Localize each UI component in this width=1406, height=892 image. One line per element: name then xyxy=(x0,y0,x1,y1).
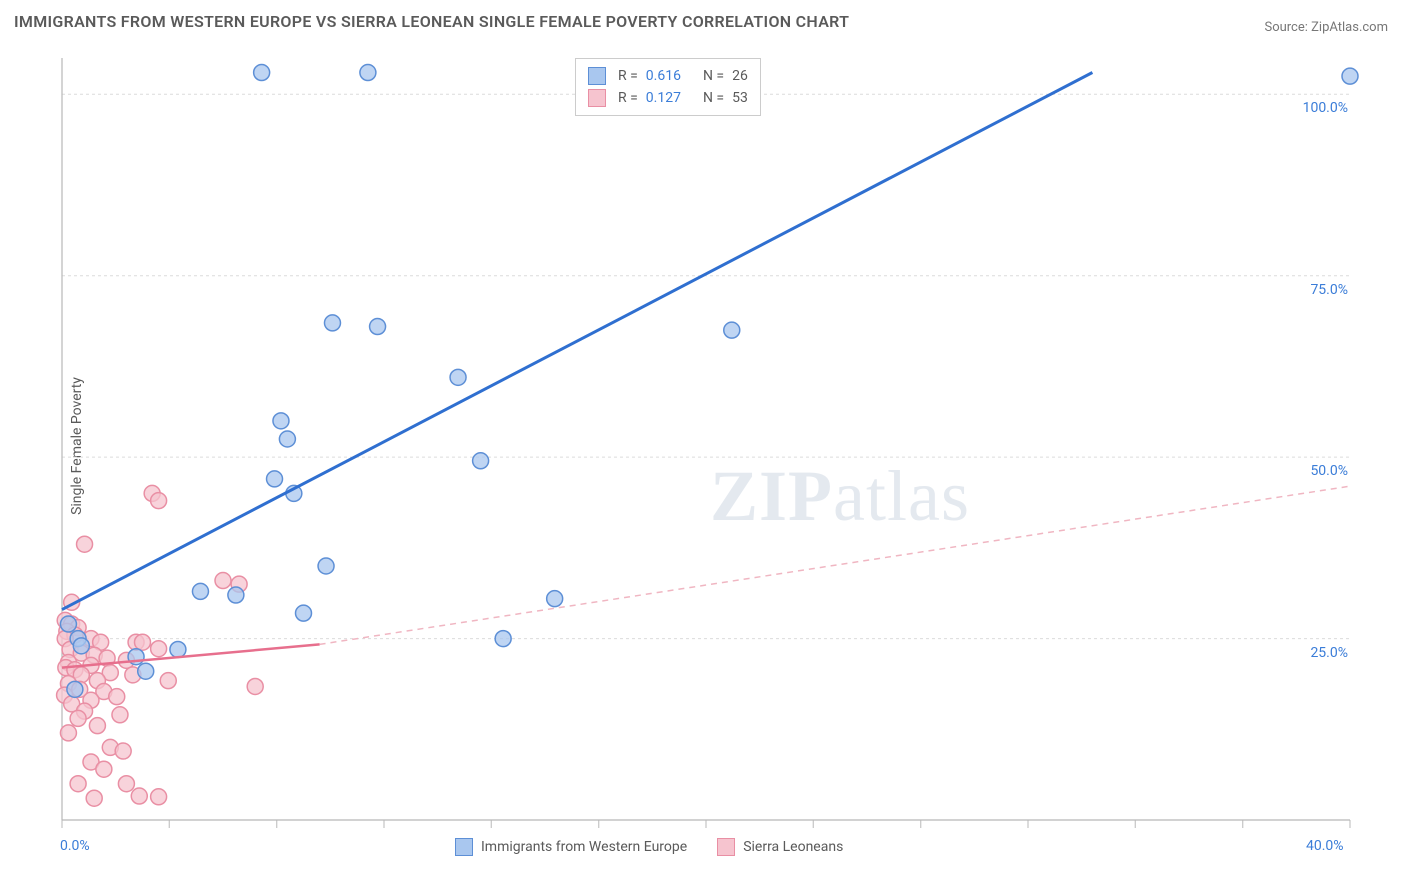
y-tick-label: 75.0% xyxy=(1288,282,1348,298)
legend-n-value: 53 xyxy=(732,87,748,109)
scatter-plot xyxy=(50,50,1360,830)
y-tick-label: 25.0% xyxy=(1288,645,1348,661)
x-tick-label: 40.0% xyxy=(1306,838,1344,854)
legend-stats-row: R = 0.127 N = 53 xyxy=(588,87,748,109)
y-tick-label: 50.0% xyxy=(1288,463,1348,479)
legend-r-value: 0.616 xyxy=(646,65,681,87)
legend-swatch xyxy=(588,67,606,85)
legend-n-label: N = xyxy=(703,65,724,87)
y-tick-label: 100.0% xyxy=(1288,100,1348,116)
chart-area xyxy=(50,50,1360,830)
legend-series: Immigrants from Western Europe Sierra Leo… xyxy=(455,838,843,856)
legend-swatch xyxy=(588,89,606,107)
x-tick-label: 0.0% xyxy=(60,838,90,854)
legend-r-label: R = xyxy=(618,65,638,87)
chart-title: IMMIGRANTS FROM WESTERN EUROPE VS SIERRA… xyxy=(14,12,849,31)
source-attribution: Source: ZipAtlas.com xyxy=(1264,20,1388,35)
legend-stats-row: R = 0.616 N = 26 xyxy=(588,65,748,87)
legend-n-value: 26 xyxy=(732,65,748,87)
legend-r-value: 0.127 xyxy=(646,87,681,109)
legend-swatch xyxy=(717,838,735,856)
legend-r-label: R = xyxy=(618,87,638,109)
legend-swatch xyxy=(455,838,473,856)
legend-series-item: Sierra Leoneans xyxy=(717,838,843,856)
legend-n-label: N = xyxy=(703,87,724,109)
legend-series-label: Sierra Leoneans xyxy=(743,839,843,855)
legend-stats: R = 0.616 N = 26 R = 0.127 N = 53 xyxy=(575,58,761,116)
legend-series-label: Immigrants from Western Europe xyxy=(481,839,687,855)
legend-series-item: Immigrants from Western Europe xyxy=(455,838,687,856)
